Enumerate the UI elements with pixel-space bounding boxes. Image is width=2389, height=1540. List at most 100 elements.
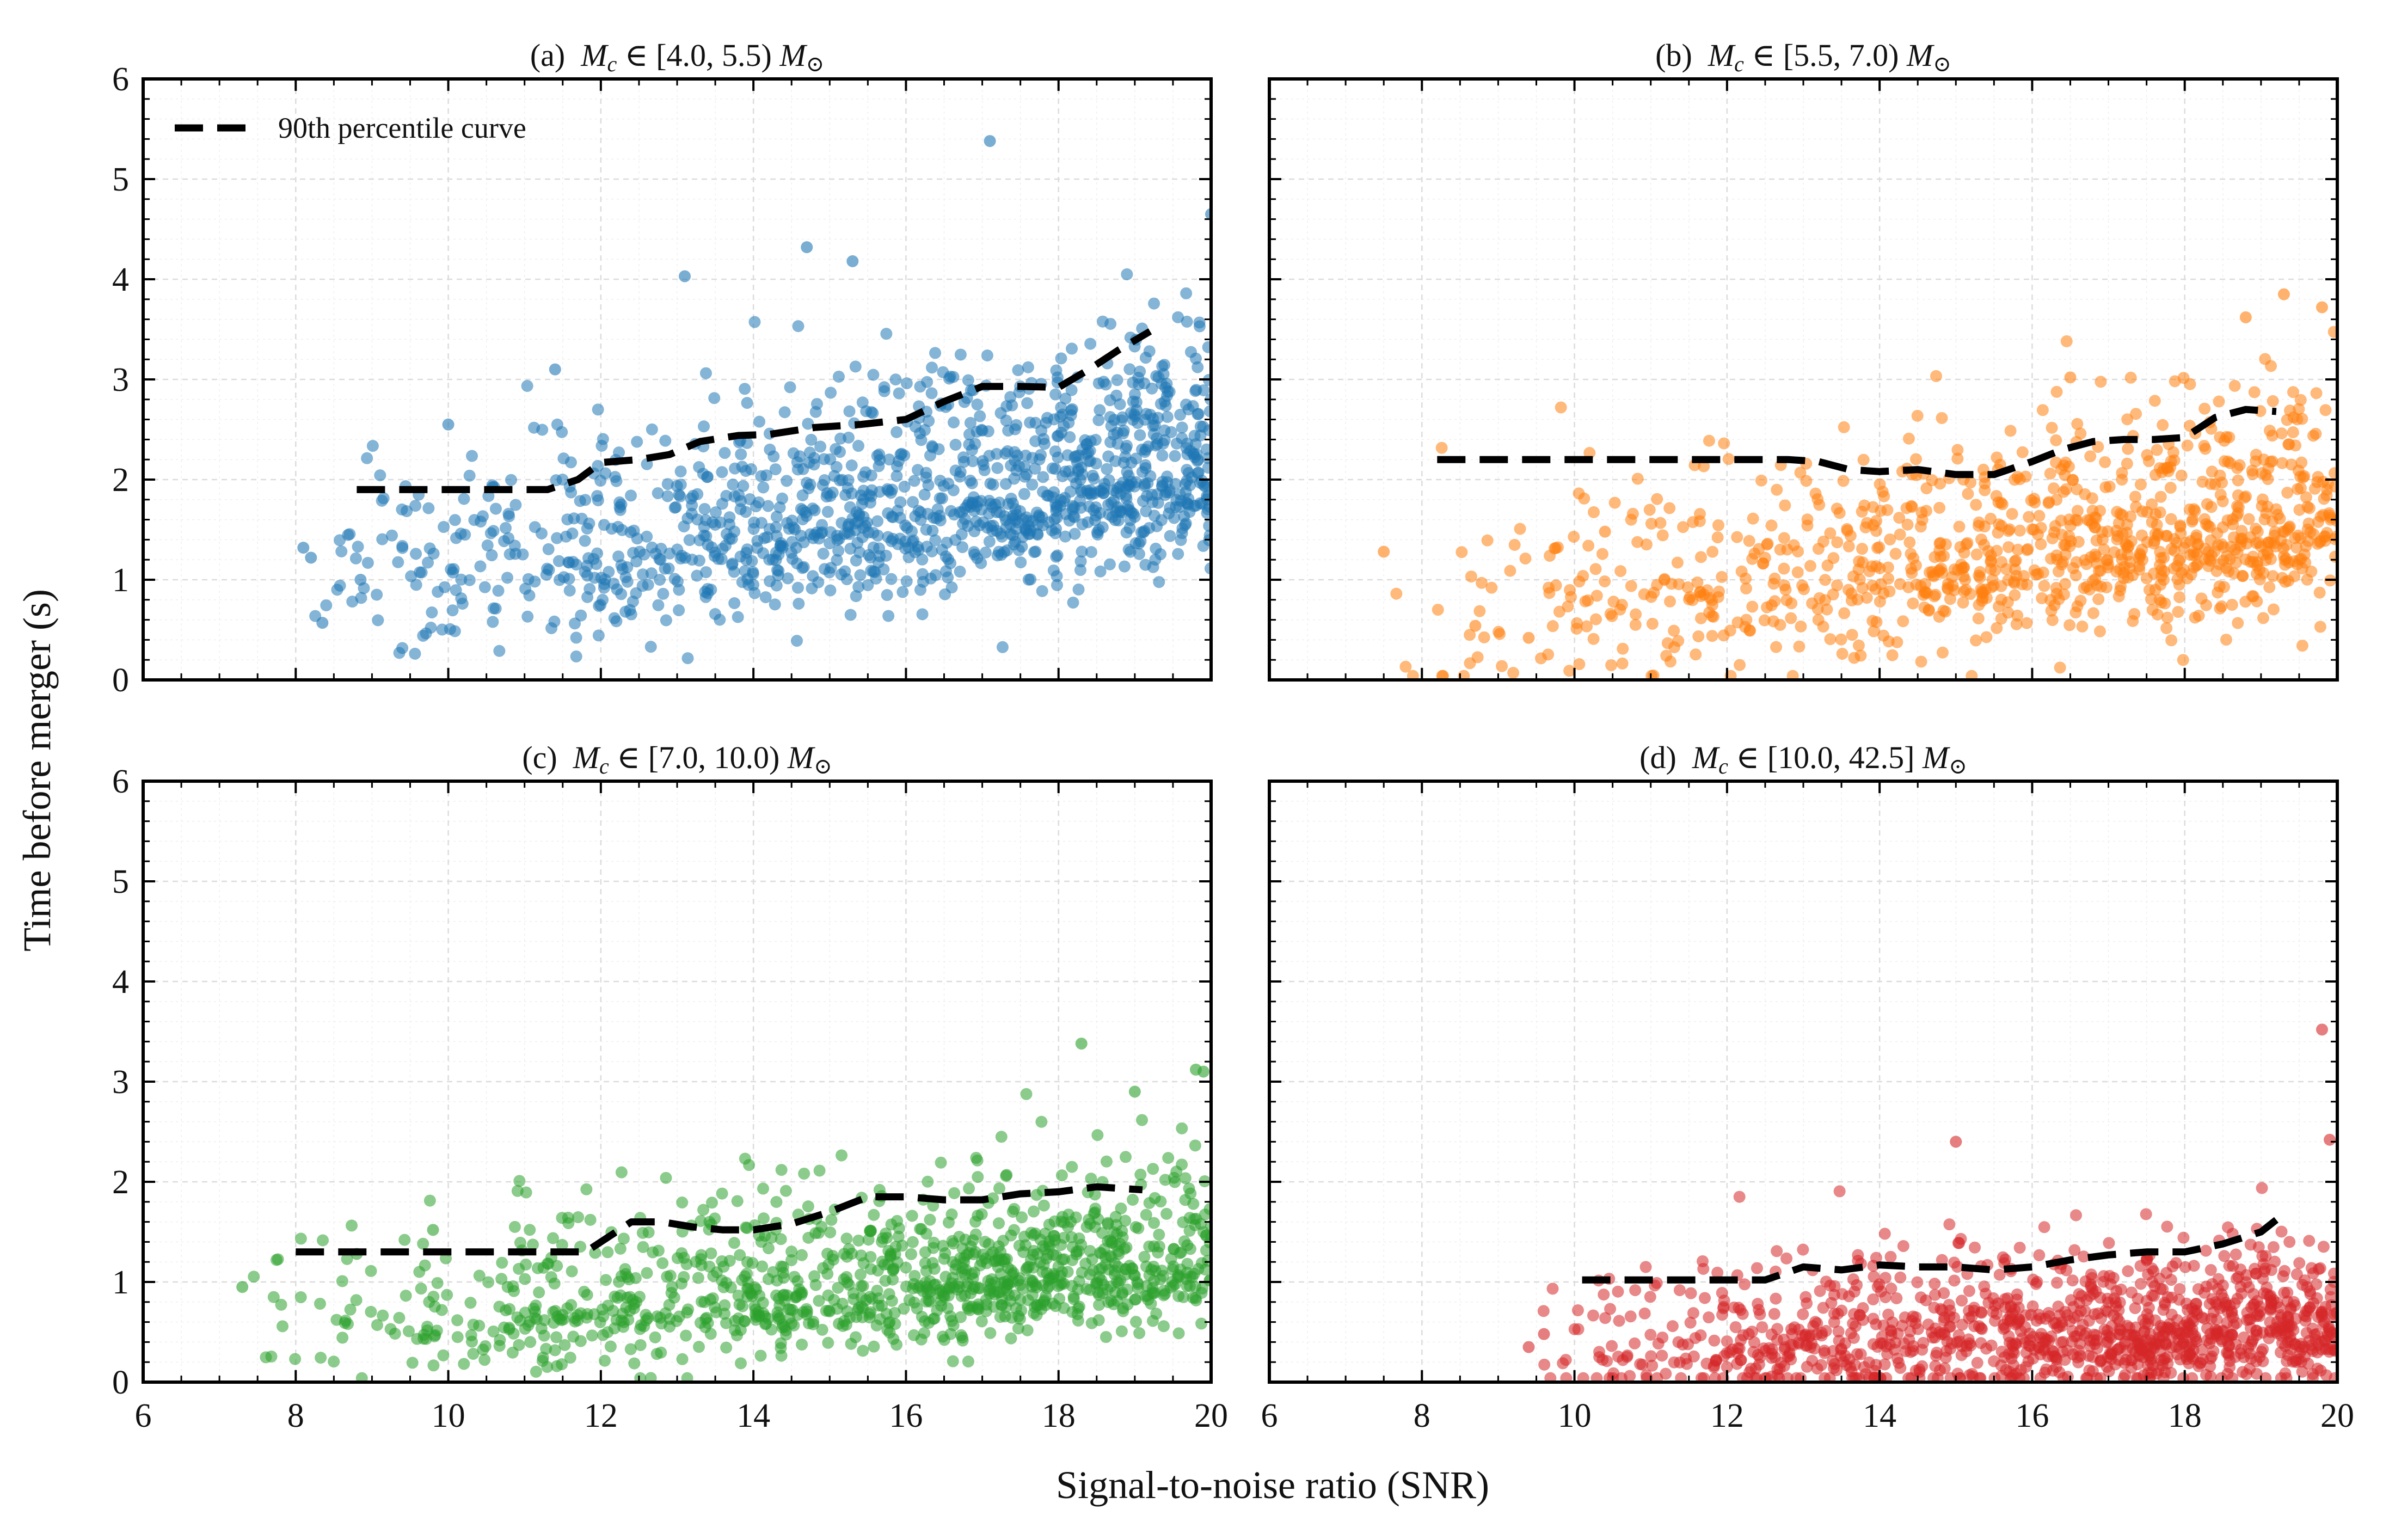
scatter-point [887,1273,899,1286]
scatter-point [623,1273,635,1286]
scatter-point [1200,1230,1211,1242]
scatter-point [2048,482,2060,495]
scatter-point [988,1289,1001,1301]
scatter-point [1013,1240,1025,1252]
scatter-point [1464,629,1476,641]
scatter-point [2110,1285,2123,1297]
scatter-point [942,571,954,584]
scatter-point [574,1335,587,1347]
scatter-point-outlier [1522,631,1535,644]
scatter-point [2230,1339,2242,1351]
scatter-point [2206,549,2218,562]
scatter-point [386,529,398,542]
scatter-point [2281,1295,2294,1308]
scatter-point [1980,583,1992,596]
scatter-point-outlier [984,135,996,148]
scatter-point [2220,1346,2233,1359]
scatter-point [699,1313,712,1326]
scatter-point [753,1290,766,1302]
scatter-point [422,502,435,514]
scatter-point [2110,524,2123,537]
scatter-point [1189,438,1202,450]
scatter-point [2083,1349,2095,1362]
scatter-point [1957,570,1970,582]
scatter-point [1915,655,1927,668]
scatter-point [1519,553,1532,565]
scatter-point [1800,475,1813,487]
scatter-point [1085,546,1097,559]
scatter-point [1067,596,1079,609]
scatter-point [529,575,541,588]
scatter-point [2021,544,2034,556]
scatter-point [918,488,931,501]
scatter-point [1700,1357,1713,1370]
scatter-point [971,398,984,411]
scatter-point [2127,615,2139,627]
scatter-point [1055,1169,1068,1182]
x-tick-label: 16 [2015,1397,2049,1434]
scatter-point [450,532,462,544]
scatter-point [1693,515,1706,527]
scatter-point [1980,1342,1993,1355]
scatter-point [2171,1314,2183,1326]
scatter-point [919,1246,931,1259]
scatter-point [1891,636,1903,648]
scatter-point [2215,600,2228,612]
scatter-point [1893,1357,1905,1369]
scatter-point [1150,1308,1163,1320]
scatter-point [2327,1267,2337,1280]
scatter-point [1200,1244,1211,1257]
scatter-point [992,1217,1005,1230]
scatter-point [458,493,470,505]
scatter-point [762,500,775,512]
scatter-point [1857,453,1870,466]
scatter-point [740,506,752,518]
scatter-point [1181,315,1193,328]
scatter-point [1544,1372,1557,1382]
scatter-point [449,514,461,526]
scatter-point [2129,490,2141,503]
scatter-point [775,1260,788,1273]
scatter-point [2240,1368,2253,1381]
scatter-point [939,1247,951,1260]
axis-ticks [142,780,1212,1383]
scatter-point [1703,606,1716,619]
scatter-point [1998,1318,2010,1331]
scatter-point [698,502,711,515]
scatter-point [1052,430,1065,442]
scatter-point [802,482,815,495]
scatter-point [2218,581,2231,593]
scatter-point [918,1327,931,1339]
scatter-point [1735,1334,1747,1346]
scatter-point [935,1156,947,1169]
scatter-point [1004,391,1017,403]
scatter-point [1780,594,1793,606]
scatter-point [975,1315,988,1328]
scatter-point [954,566,966,578]
scatter-point [1024,1274,1037,1286]
scatter-point [508,1220,521,1233]
scatter-point [657,587,670,600]
scatter-point [1064,486,1077,498]
x-tick-label: 14 [736,1397,770,1434]
scatter-point [1645,517,1657,530]
scatter-point [1624,1370,1636,1382]
scatter-point [1654,517,1667,529]
scatter-point [1740,582,1752,595]
scatter-point [2198,440,2210,452]
scatter-point [1154,1195,1167,1208]
scatter-point [2299,556,2312,569]
scatter-point [740,465,752,477]
scatter-point [1853,555,1865,568]
scatter-point [1668,1356,1680,1369]
scatter-point [487,1325,500,1337]
scatter-point [796,1338,808,1351]
scatter-point [2232,617,2244,629]
scatter-point [1168,1171,1180,1184]
scatter-point [2063,619,2076,631]
scatter-point [1814,1285,1826,1297]
panel-b: (b) Mc ∈ [5.5, 7.0) M⊙ [1268,38,2339,682]
scatter-point [2000,1364,2012,1376]
y-tick-label: 0 [112,662,129,699]
